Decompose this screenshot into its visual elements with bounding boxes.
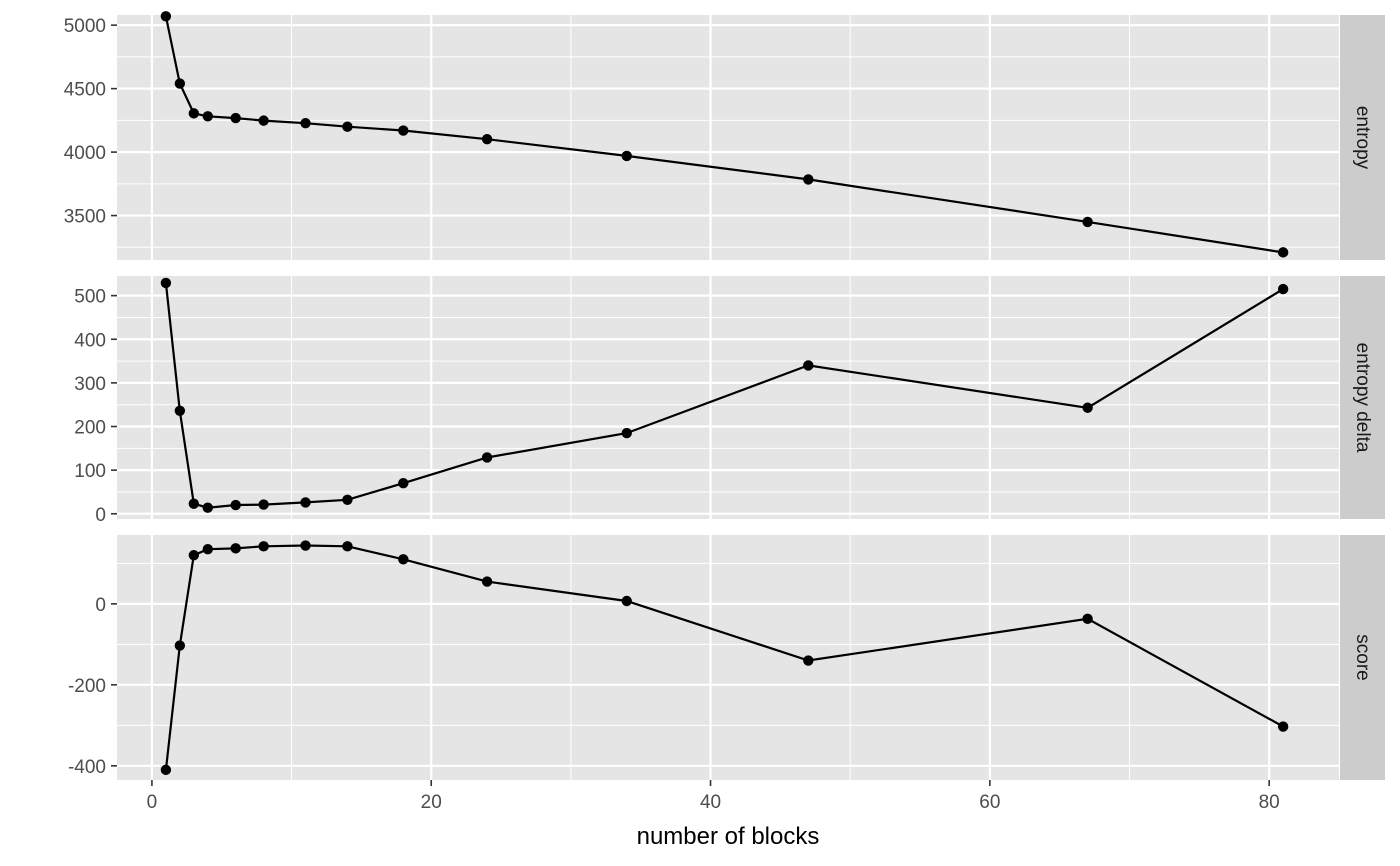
data-point xyxy=(174,405,186,417)
x-tick-label: 0 xyxy=(147,792,158,813)
data-point xyxy=(803,360,814,371)
strip-label: score xyxy=(1352,634,1373,680)
data-point xyxy=(230,543,241,554)
x-tick-label: 60 xyxy=(979,792,1000,813)
data-point xyxy=(1277,247,1289,258)
data-point xyxy=(202,111,213,122)
data-point xyxy=(481,452,493,463)
y-tick-label: 100 xyxy=(74,461,106,482)
x-tick-label: 20 xyxy=(421,792,442,813)
data-point xyxy=(258,499,269,510)
y-tick-label: 5000 xyxy=(64,16,106,37)
y-tick-label: -200 xyxy=(68,676,106,697)
x-tick-label: 80 xyxy=(1259,792,1280,813)
data-point xyxy=(230,112,241,124)
strip-label: entropy xyxy=(1352,106,1373,170)
panel-entropy-delta: 0 100 200 300 400 500 entropy delta xyxy=(74,276,1385,526)
data-point xyxy=(803,174,814,185)
data-point xyxy=(300,117,311,129)
strip-label: entropy delta xyxy=(1352,343,1373,453)
panel-background xyxy=(117,535,1339,780)
data-point xyxy=(202,543,213,555)
data-point xyxy=(342,494,353,506)
data-point xyxy=(174,78,186,89)
panel-score: -400 -200 0 score xyxy=(68,535,1385,780)
panel-background xyxy=(117,15,1339,260)
y-tick-label: 4500 xyxy=(64,80,106,101)
data-point xyxy=(621,427,632,439)
data-point xyxy=(481,133,493,145)
y-tick-label: 0 xyxy=(95,595,106,616)
data-point xyxy=(342,121,353,132)
data-point xyxy=(1277,283,1289,295)
y-tick-label: -400 xyxy=(68,757,106,778)
data-point xyxy=(803,655,814,666)
data-point xyxy=(188,550,200,561)
data-point xyxy=(230,499,241,511)
panel-background xyxy=(117,276,1339,519)
strip-background xyxy=(1340,535,1385,780)
data-point xyxy=(202,502,213,513)
data-point xyxy=(188,498,200,509)
data-point xyxy=(342,541,353,552)
data-point xyxy=(398,125,409,136)
data-point xyxy=(1082,613,1093,625)
y-tick-label: 300 xyxy=(74,374,106,395)
strip-background xyxy=(1340,15,1385,260)
data-point xyxy=(188,108,200,119)
panel-entropy: 3500 4000 4500 5000 entropy xyxy=(64,11,1385,260)
y-tick-label: 200 xyxy=(74,418,106,439)
data-point xyxy=(398,478,409,489)
x-tick-label: 40 xyxy=(700,792,721,813)
y-tick-label: 0 xyxy=(95,505,106,526)
data-point xyxy=(621,595,632,607)
strip-background xyxy=(1340,276,1385,519)
data-point xyxy=(160,11,172,22)
data-point xyxy=(258,115,269,126)
data-point xyxy=(1082,216,1093,228)
data-point xyxy=(300,540,311,551)
data-point xyxy=(621,150,632,162)
data-point xyxy=(258,541,269,552)
y-tick-label: 400 xyxy=(74,330,106,351)
x-axis: 0 20 40 60 80 xyxy=(147,780,1280,813)
x-axis-title: number of blocks xyxy=(637,823,820,850)
data-point xyxy=(160,277,172,289)
data-point xyxy=(1082,402,1093,413)
data-point xyxy=(300,497,311,508)
y-tick-label: 500 xyxy=(74,287,106,308)
data-point xyxy=(398,554,409,565)
data-point xyxy=(1277,721,1289,732)
data-point xyxy=(174,640,186,651)
chart-panels: 3500 4000 4500 5000 entropy 0 100 200 300 400 500 e… xyxy=(64,11,1385,780)
data-point xyxy=(481,576,493,587)
y-tick-label: 4000 xyxy=(64,143,106,164)
y-tick-label: 3500 xyxy=(64,207,106,228)
data-point xyxy=(160,764,172,776)
